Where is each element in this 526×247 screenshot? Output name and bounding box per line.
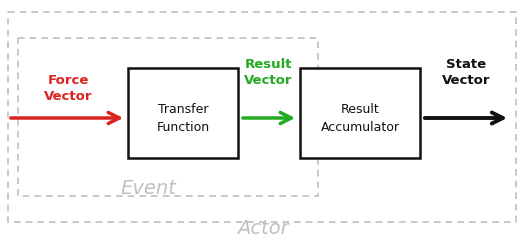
Bar <box>300 68 420 158</box>
Bar <box>128 68 238 158</box>
Text: Actor: Actor <box>237 219 289 238</box>
Text: Force
Vector: Force Vector <box>44 74 92 103</box>
Text: Result
Vector: Result Vector <box>244 58 292 86</box>
Text: Event: Event <box>120 179 176 198</box>
Text: Transfer
Function: Transfer Function <box>156 103 209 133</box>
Text: State
Vector: State Vector <box>442 58 490 86</box>
Bar <box>8 12 516 222</box>
Text: Result
Accumulator: Result Accumulator <box>320 103 400 133</box>
Bar <box>18 38 318 196</box>
